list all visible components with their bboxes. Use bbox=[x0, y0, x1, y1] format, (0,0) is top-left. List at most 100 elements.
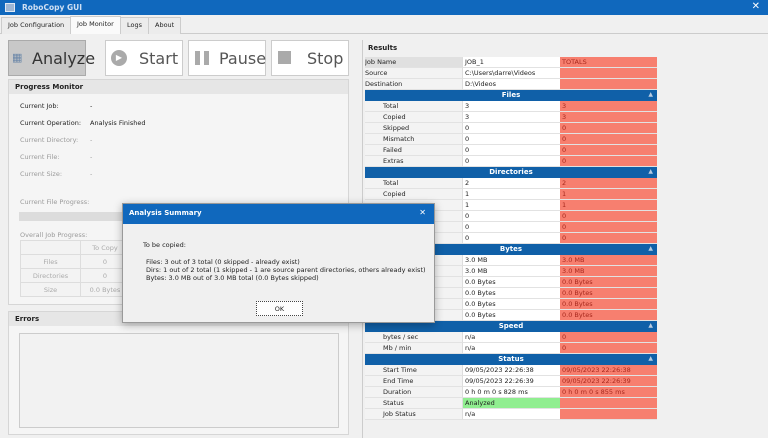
result-total-value: 1 bbox=[560, 200, 657, 211]
result-row: Status Analyzed bbox=[365, 398, 657, 409]
dialog-files-line: Files: 3 out of 3 total (0 skipped - alr… bbox=[146, 258, 300, 266]
stop-icon bbox=[278, 51, 291, 64]
pause-button[interactable]: Pause bbox=[188, 40, 266, 76]
tab-logs[interactable]: Logs bbox=[120, 17, 149, 34]
window-title: RoboCopy GUI bbox=[22, 3, 83, 12]
collapse-icon[interactable]: ▲ bbox=[648, 355, 653, 362]
result-job-value: 0 bbox=[462, 145, 560, 156]
progress-row: Current Job: - bbox=[20, 102, 92, 110]
dialog-bytes-line: Bytes: 3.0 MB out of 3.0 MB total (0.0 B… bbox=[146, 274, 319, 282]
result-row: Total 2 2 bbox=[365, 178, 657, 189]
result-row: Skipped 0 0 bbox=[365, 123, 657, 134]
result-total-value bbox=[560, 409, 657, 420]
result-row: Start Time 09/05/2023 22:26:38 09/05/2023 … bbox=[365, 365, 657, 376]
result-job-value: C:\Users\darre\Videos bbox=[462, 68, 560, 79]
progress-monitor-title: Progress Monitor bbox=[9, 80, 348, 94]
dialog-title: Analysis Summary bbox=[129, 209, 202, 217]
result-row: End Time 09/05/2023 22:26:39 09/05/2023 22… bbox=[365, 376, 657, 387]
result-label: Mb / min bbox=[365, 343, 462, 354]
tab-about[interactable]: About bbox=[148, 17, 182, 34]
collapse-icon[interactable]: ▲ bbox=[648, 322, 653, 329]
section-title: Directories bbox=[489, 168, 533, 176]
errors-list[interactable] bbox=[19, 333, 339, 428]
result-total-value: 1 bbox=[560, 189, 657, 200]
result-total-value: 3.0 MB bbox=[560, 266, 657, 277]
result-label: Start Time bbox=[365, 365, 462, 376]
result-row: bytes / sec n/a 0 bbox=[365, 332, 657, 343]
analysis-summary-dialog: Analysis Summary ✕ To be copied: Files: 3… bbox=[122, 203, 435, 323]
section-header-status[interactable]: Status ▲ bbox=[365, 354, 657, 365]
progress-row-label: Current Directory: bbox=[20, 136, 79, 144]
progress-row-label: Current File: bbox=[20, 153, 60, 161]
dialog-dirs-line: Dirs: 1 out of 2 total (1 skipped - 1 ar… bbox=[146, 266, 426, 274]
result-job-value: JOB_1 bbox=[462, 57, 560, 68]
section-header-files[interactable]: Files ▲ bbox=[365, 90, 657, 101]
tab-job-monitor[interactable]: Job Monitor bbox=[70, 16, 121, 34]
result-row: Mismatch 0 0 bbox=[365, 134, 657, 145]
section-header-speed[interactable]: Speed ▲ bbox=[365, 321, 657, 332]
tab-job-configuration[interactable]: Job Configuration bbox=[1, 17, 72, 34]
progress-row: Current Size: - bbox=[20, 170, 92, 178]
result-label: Source bbox=[365, 68, 462, 79]
section-header-directories[interactable]: Directories ▲ bbox=[365, 167, 657, 178]
stop-button[interactable]: Stop bbox=[271, 40, 349, 76]
result-total-value: 09/05/2023 22:26:38 bbox=[560, 365, 657, 376]
result-job-value: 0 bbox=[462, 134, 560, 145]
progress-table: To Copy Files 0 Directories 0 Size 0.0 Byte… bbox=[20, 240, 130, 297]
collapse-icon[interactable]: ▲ bbox=[648, 245, 653, 252]
result-job-value: 0 bbox=[462, 123, 560, 134]
result-job-value: 0 h 0 m 0 s 828 ms bbox=[462, 387, 560, 398]
result-row: Job Name JOB_1 TOTALS bbox=[365, 57, 657, 68]
pause-icon bbox=[195, 51, 209, 65]
result-label: Copied bbox=[365, 112, 462, 123]
result-total-value: 0 bbox=[560, 134, 657, 145]
result-job-value: 0 bbox=[462, 211, 560, 222]
size-value: 0.0 Bytes bbox=[80, 282, 130, 297]
ok-button[interactable]: OK bbox=[256, 301, 303, 316]
result-job-value: 3 bbox=[462, 112, 560, 123]
result-total-value bbox=[560, 398, 657, 409]
result-total-value: 0 bbox=[560, 343, 657, 354]
start-button[interactable]: ▶ Start bbox=[105, 40, 183, 76]
result-job-value: 0.0 Bytes bbox=[462, 288, 560, 299]
result-label: Skipped bbox=[365, 123, 462, 134]
collapse-icon[interactable]: ▲ bbox=[648, 91, 653, 98]
result-label: Status bbox=[365, 398, 462, 409]
result-row: Job Status n/a bbox=[365, 409, 657, 420]
result-total-value: 0 bbox=[560, 156, 657, 167]
result-total-value bbox=[560, 68, 657, 79]
dialog-close-icon[interactable]: ✕ bbox=[419, 208, 426, 217]
result-job-value: 0.0 Bytes bbox=[462, 277, 560, 288]
result-job-value: 3.0 MB bbox=[462, 255, 560, 266]
close-window-icon[interactable]: ✕ bbox=[751, 1, 760, 12]
result-job-value: D:\Videos bbox=[462, 79, 560, 90]
result-row: Copied 1 1 bbox=[365, 189, 657, 200]
start-label: Start bbox=[139, 49, 179, 68]
result-job-value: n/a bbox=[462, 409, 560, 420]
result-label: Duration bbox=[365, 387, 462, 398]
progress-row-label: Current Job: bbox=[20, 102, 59, 110]
result-total-value: TOTALS bbox=[560, 57, 657, 68]
result-label: bytes / sec bbox=[365, 332, 462, 343]
collapse-icon[interactable]: ▲ bbox=[648, 168, 653, 175]
result-label: Copied bbox=[365, 189, 462, 200]
errors-panel: Errors bbox=[8, 311, 349, 435]
result-total-value: 0.0 Bytes bbox=[560, 277, 657, 288]
progress-row-label: Current Size: bbox=[20, 170, 63, 178]
result-label: Failed bbox=[365, 145, 462, 156]
progress-row-value: Analysis Finished bbox=[90, 119, 146, 127]
analyze-button[interactable]: ▦ Analyze bbox=[8, 40, 95, 76]
result-label: Total bbox=[365, 101, 462, 112]
section-header-bytes[interactable]: Bytes ▲ bbox=[365, 244, 657, 255]
progress-row: Current Directory: - bbox=[20, 136, 92, 144]
result-job-value: 0 bbox=[462, 156, 560, 167]
result-label: Mismatch bbox=[365, 134, 462, 145]
section-title: Files bbox=[501, 91, 521, 99]
result-total-value: 3 bbox=[560, 112, 657, 123]
tab-bar: Job Configuration Job Monitor Logs About bbox=[0, 16, 768, 34]
section-title: Bytes bbox=[499, 245, 523, 253]
result-total-value: 0 bbox=[560, 233, 657, 244]
result-job-value: 0.0 Bytes bbox=[462, 299, 560, 310]
result-job-value: 0 bbox=[462, 233, 560, 244]
result-total-value: 0.0 Bytes bbox=[560, 288, 657, 299]
